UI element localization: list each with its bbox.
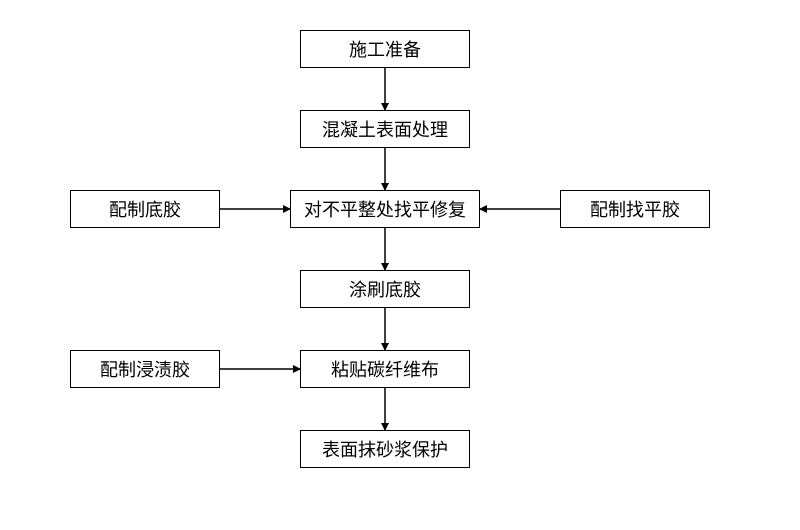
flowchart-node: 配制底胶: [70, 190, 220, 228]
flowchart-node: 施工准备: [300, 30, 470, 68]
flowchart-node-label: 表面抹砂浆保护: [322, 436, 448, 462]
flowchart-node: 混凝土表面处理: [300, 110, 470, 148]
flowchart-node-label: 对不平整处找平修复: [304, 196, 466, 222]
flowchart-node-label: 涂刷底胶: [349, 276, 421, 302]
flowchart-node: 配制找平胶: [560, 190, 710, 228]
flowchart-node-label: 配制浸渍胶: [100, 356, 190, 382]
flowchart-node-label: 施工准备: [349, 36, 421, 62]
flowchart-node: 粘贴碳纤维布: [300, 350, 470, 388]
flowchart-node: 对不平整处找平修复: [290, 190, 480, 228]
flowchart-node-label: 配制底胶: [109, 196, 181, 222]
flowchart-node: 表面抹砂浆保护: [300, 430, 470, 468]
flowchart-node-label: 配制找平胶: [590, 196, 680, 222]
flowchart-node: 涂刷底胶: [300, 270, 470, 308]
flowchart-node-label: 粘贴碳纤维布: [331, 356, 439, 382]
flowchart-node-label: 混凝土表面处理: [322, 116, 448, 142]
flowchart-node: 配制浸渍胶: [70, 350, 220, 388]
